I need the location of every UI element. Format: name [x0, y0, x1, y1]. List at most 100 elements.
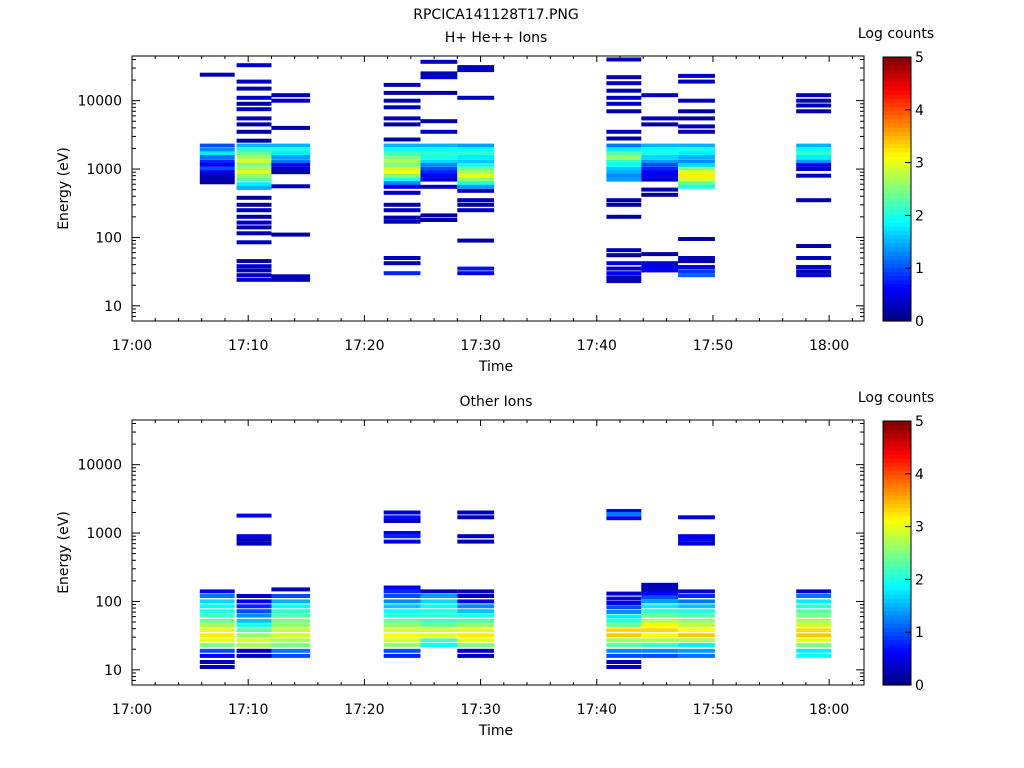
heatmap-cell — [457, 266, 495, 271]
heatmap-cell — [236, 177, 272, 182]
heatmap-cell — [383, 159, 421, 164]
colorbar-segment — [883, 478, 911, 484]
heatmap-cell — [606, 614, 642, 619]
colorbar-segment — [883, 275, 911, 281]
heatmap-cell — [271, 633, 311, 638]
heatmap-cell — [236, 264, 272, 269]
colorbar-segment — [883, 85, 911, 91]
heatmap-cell — [383, 653, 421, 658]
heatmap-cell — [678, 167, 715, 171]
heatmap-cell — [606, 271, 642, 276]
heatmap-cell — [420, 148, 458, 152]
heatmap-cell — [236, 648, 272, 653]
heatmap-cell — [641, 653, 679, 658]
heatmap-cell — [678, 638, 715, 643]
heatmap-cell — [678, 143, 715, 148]
heatmap-cell — [641, 192, 679, 197]
heatmap-cell — [606, 516, 642, 521]
colorbar-segment — [883, 90, 911, 95]
heatmap-cell — [457, 208, 495, 213]
colorbar-segment — [883, 131, 911, 136]
heatmap-cell — [678, 170, 715, 175]
heatmap-cell — [678, 541, 715, 546]
heatmap-cell — [606, 148, 642, 152]
heatmap-cell — [606, 643, 642, 648]
colorbar-segment — [883, 437, 911, 443]
heatmap-cell — [420, 71, 458, 76]
heatmap-cell — [678, 173, 715, 178]
heatmap-cell — [606, 136, 642, 141]
heatmap-cell — [271, 159, 311, 164]
heatmap-cell — [796, 198, 832, 203]
heatmap-cell — [236, 638, 272, 643]
colorbar-tick-label: 1 — [915, 261, 924, 277]
colorbar-segment — [883, 643, 911, 649]
heatmap-cell — [678, 259, 715, 264]
heatmap-cell — [420, 638, 458, 643]
heatmap-cell — [678, 109, 715, 114]
heatmap-cell — [678, 256, 715, 260]
colorbar-segment — [883, 135, 911, 141]
heatmap-cell — [383, 585, 421, 590]
heatmap-cell — [606, 143, 642, 148]
colorbar-segment — [883, 536, 911, 542]
heatmap-cell — [383, 628, 421, 633]
heatmap-cell — [678, 155, 715, 159]
heatmap-cell — [271, 93, 311, 98]
heatmap-cell — [199, 72, 235, 77]
colorbar-segment — [883, 114, 911, 120]
heatmap-cell — [383, 173, 421, 178]
heatmap-cell — [199, 589, 235, 594]
colorbar-tick-label: 0 — [915, 314, 924, 330]
heatmap-cell — [236, 537, 272, 542]
heatmap-cell — [271, 613, 311, 618]
y-axis-title: Energy (eV) — [56, 511, 72, 594]
x-tick-label: 17:10 — [228, 702, 268, 718]
heatmap-cell — [236, 613, 272, 618]
heatmap-cell — [420, 618, 458, 623]
heatmap-cell — [606, 660, 642, 664]
heatmap-cell — [606, 162, 642, 167]
heatmap-cell — [606, 623, 642, 628]
heatmap-cell — [678, 129, 715, 134]
y-tick-label: 1000 — [86, 162, 122, 178]
colorbar-segment — [883, 610, 911, 616]
colorbar-segment — [883, 118, 911, 124]
heatmap-cell — [606, 638, 642, 643]
heatmap-cell — [271, 125, 311, 130]
heatmap-cell — [606, 88, 642, 93]
heatmap-cell — [641, 604, 679, 609]
heatmap-cell — [796, 633, 832, 638]
heatmap-cell — [796, 98, 832, 103]
heatmap-cell — [236, 173, 272, 178]
colorbar-segment — [883, 123, 911, 128]
colorbar-tick-label: 2 — [915, 208, 924, 224]
colorbar-segment — [883, 544, 911, 550]
heatmap-cell — [236, 86, 272, 91]
panel-title: H+ He++ Ions — [445, 30, 548, 46]
heatmap-cell — [796, 648, 832, 653]
heatmap-cell — [457, 638, 495, 643]
heatmap-cell — [796, 604, 832, 609]
colorbar-segment — [883, 184, 911, 190]
heatmap-cell — [678, 237, 715, 241]
heatmap-cell — [606, 653, 642, 658]
colorbar-segment — [883, 491, 911, 496]
heatmap-cell — [420, 613, 458, 618]
heatmap-cell — [236, 609, 272, 614]
heatmap-cell — [236, 63, 272, 68]
heatmap-cell — [457, 159, 495, 164]
heatmap-cell — [236, 151, 272, 156]
colorbar-segment — [883, 69, 911, 75]
colorbar-segment — [883, 222, 911, 227]
x-tick-label: 17:40 — [577, 702, 617, 718]
panel-title: Other Ions — [459, 394, 532, 410]
heatmap-cell — [383, 190, 421, 195]
colorbar-segment — [883, 127, 911, 132]
heatmap-cell — [606, 81, 642, 86]
heatmap-cell — [457, 653, 495, 658]
colorbar-segment — [883, 462, 911, 467]
heatmap-cell — [457, 188, 495, 193]
heatmap-cell — [383, 219, 421, 224]
colorbar-frame — [882, 56, 912, 322]
